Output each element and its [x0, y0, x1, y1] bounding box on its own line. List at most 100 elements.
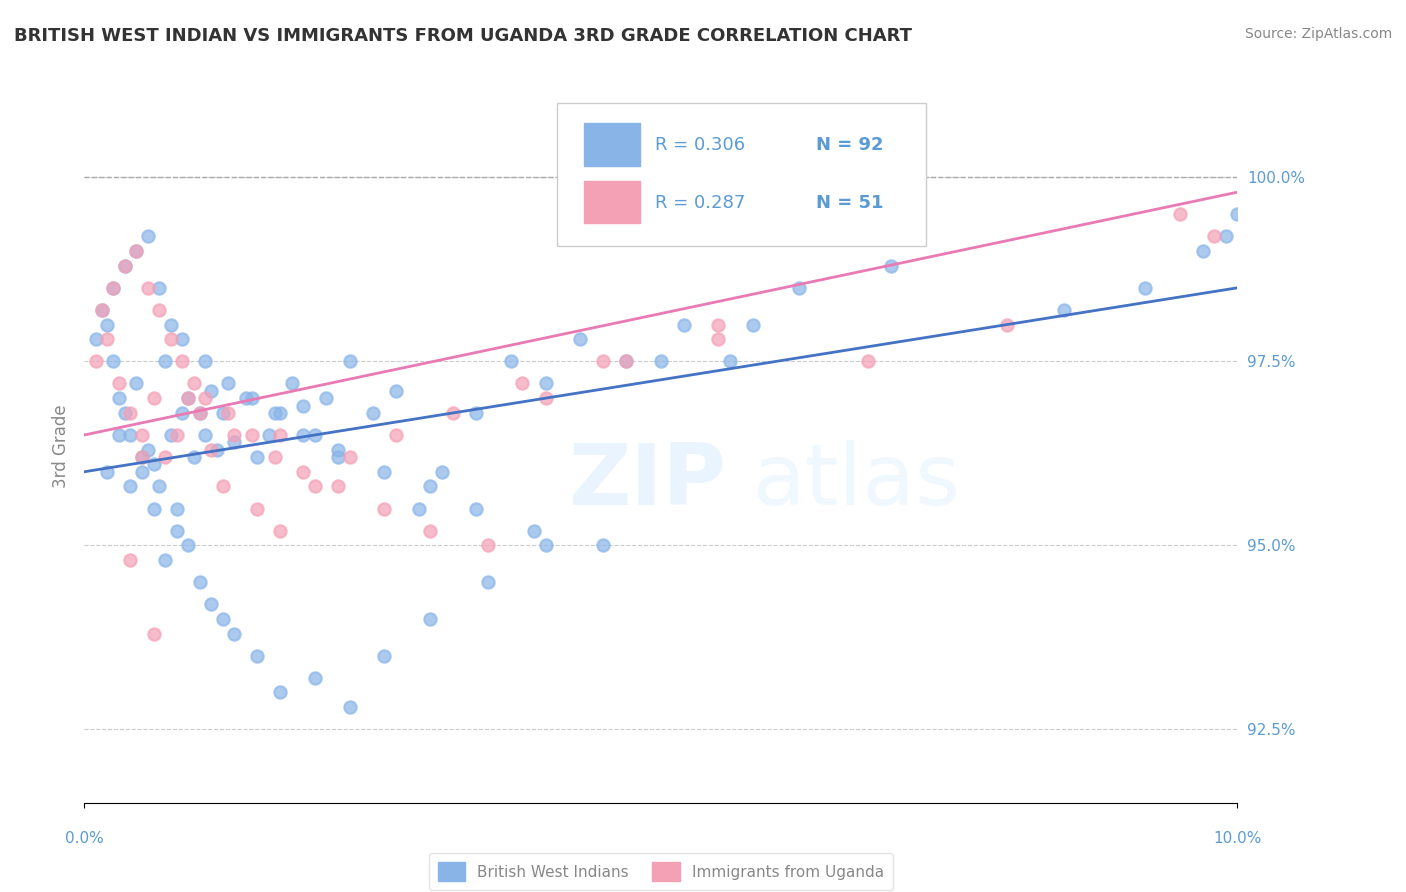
Point: [205, 442, 228, 457]
Point: [1191, 244, 1213, 258]
Point: [114, 406, 136, 420]
Point: [339, 354, 361, 368]
Point: [166, 501, 188, 516]
Point: [304, 671, 326, 685]
Point: [211, 406, 233, 420]
Point: [569, 332, 592, 346]
Point: [742, 318, 765, 332]
Point: [183, 376, 205, 391]
Point: [224, 435, 246, 450]
Point: [84, 354, 107, 368]
Point: [120, 553, 142, 567]
Point: [477, 538, 499, 552]
Point: [153, 450, 176, 464]
Point: [534, 538, 557, 552]
Point: [188, 406, 211, 420]
Point: [218, 376, 240, 391]
Point: [142, 391, 165, 405]
Point: [114, 259, 136, 273]
Point: [650, 354, 672, 368]
Point: [194, 354, 217, 368]
Point: [183, 450, 205, 464]
Point: [103, 281, 124, 295]
Point: [263, 406, 285, 420]
Text: atlas: atlas: [754, 440, 962, 524]
Point: [281, 376, 304, 391]
Point: [707, 318, 730, 332]
Point: [707, 332, 730, 346]
Point: [292, 399, 315, 413]
Point: [787, 281, 810, 295]
Point: [1133, 281, 1156, 295]
Point: [194, 391, 217, 405]
Point: [269, 406, 291, 420]
Point: [166, 524, 188, 538]
Point: [373, 501, 395, 516]
Point: [257, 428, 280, 442]
Text: Source: ZipAtlas.com: Source: ZipAtlas.com: [1244, 27, 1392, 41]
Point: [361, 406, 384, 420]
Point: [188, 575, 211, 590]
Point: [218, 406, 240, 420]
Point: [326, 450, 349, 464]
Point: [373, 648, 395, 663]
Point: [172, 332, 194, 346]
Text: 0.0%: 0.0%: [65, 831, 104, 847]
Point: [477, 575, 499, 590]
Point: [995, 318, 1018, 332]
Point: [90, 302, 112, 317]
Point: [96, 318, 118, 332]
Point: [441, 406, 464, 420]
Point: [718, 354, 741, 368]
Point: [384, 428, 406, 442]
Text: N = 92: N = 92: [817, 136, 884, 153]
Point: [153, 553, 176, 567]
Point: [136, 442, 159, 457]
Point: [200, 597, 222, 611]
Point: [408, 501, 430, 516]
Point: [419, 524, 441, 538]
Point: [172, 406, 194, 420]
Point: [384, 384, 406, 398]
Point: [211, 612, 233, 626]
Point: [177, 391, 200, 405]
Point: [292, 465, 315, 479]
Point: [880, 259, 903, 273]
Point: [512, 376, 534, 391]
Point: [108, 391, 131, 405]
Point: [160, 332, 183, 346]
Point: [1215, 229, 1237, 244]
Point: [224, 626, 246, 640]
FancyBboxPatch shape: [583, 180, 640, 223]
Point: [419, 479, 441, 493]
Point: [315, 391, 337, 405]
Point: [339, 450, 361, 464]
Point: [142, 626, 165, 640]
Point: [108, 376, 131, 391]
Point: [131, 428, 153, 442]
Point: [614, 354, 637, 368]
Point: [246, 648, 269, 663]
Point: [148, 302, 170, 317]
Point: [672, 318, 695, 332]
FancyBboxPatch shape: [557, 103, 927, 246]
Point: [177, 538, 200, 552]
Point: [240, 391, 263, 405]
Point: [465, 501, 488, 516]
Point: [1168, 207, 1191, 221]
Point: [96, 332, 118, 346]
Point: [263, 450, 285, 464]
Point: [142, 458, 165, 472]
Point: [120, 406, 142, 420]
Point: [120, 479, 142, 493]
Point: [1226, 207, 1249, 221]
Text: 10.0%: 10.0%: [1213, 831, 1261, 847]
FancyBboxPatch shape: [583, 123, 640, 166]
Point: [592, 354, 614, 368]
Point: [148, 479, 170, 493]
Point: [326, 479, 349, 493]
Point: [136, 229, 159, 244]
Text: ZIP: ZIP: [568, 440, 727, 524]
Point: [131, 465, 153, 479]
Point: [339, 700, 361, 714]
